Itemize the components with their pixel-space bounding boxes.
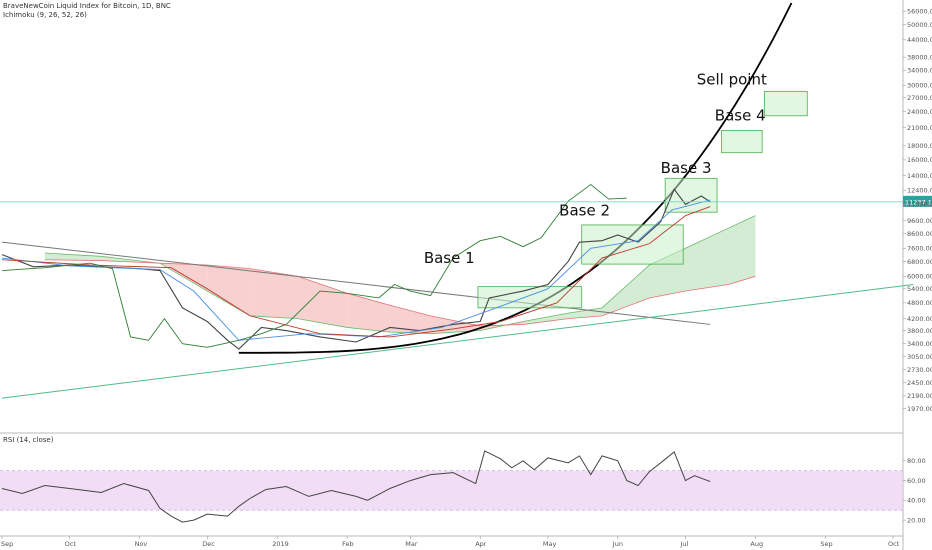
price-tick-label: 14000.00 [907, 172, 932, 180]
last-price-line: 11237.17 [0, 195, 932, 207]
time-tick-label: Mar [405, 540, 418, 548]
time-tick-label: Apr [475, 540, 487, 548]
last-price-tag-bg [903, 195, 932, 207]
ichimoku-cloud [44, 215, 756, 335]
base-box-3 [664, 177, 718, 213]
price-tick-label: 30000.00 [907, 82, 932, 90]
time-tick-label: Dec [202, 540, 215, 548]
time-tick-label: Nov [135, 540, 148, 548]
price-tick-label: 12400.00 [907, 186, 932, 194]
cloud-segment [347, 293, 390, 333]
price-tick-label: 34000.00 [907, 67, 932, 75]
price-tick-label: 3400.00 [907, 340, 932, 348]
base-box-4 [721, 130, 763, 154]
time-tick-label: 2019 [272, 540, 289, 548]
price-tick-label: 21000.00 [907, 124, 932, 132]
trendlines [1, 2, 914, 399]
series-conversion [1, 199, 711, 341]
time-tick-label: Oct [888, 540, 900, 548]
price-series [1, 183, 711, 350]
price-tick-label: 50000.00 [907, 21, 932, 29]
base-box-2 [581, 224, 684, 265]
time-axis[interactable]: Sep Oct Nov Dec 2019 Feb Mar Apr May Jun Jul Aug Sep… [1, 536, 900, 548]
price-tick-label: 11000.00 [907, 201, 932, 209]
rsi-band [0, 470, 903, 511]
cloud-segment [389, 305, 431, 334]
cloud-segment [523, 313, 569, 325]
time-tick-label: Jul [679, 540, 688, 548]
series-rsi [1, 450, 711, 523]
price-tick-label: 1970.00 [907, 405, 932, 413]
last-price-tag: 11237.17 [905, 198, 932, 206]
base-boxes [477, 90, 808, 309]
time-tick-label: Sep [1, 540, 13, 548]
price-tick-label: 6000.00 [907, 273, 932, 281]
cloud-segment [602, 264, 650, 316]
price-tick-label: 16000.00 [907, 156, 932, 164]
price-tick-label: 3800.00 [907, 327, 932, 335]
annotation-5: Sell point [697, 70, 767, 88]
price-tick-label: 3050.00 [907, 353, 932, 361]
cloud-segment [44, 253, 102, 261]
price-tick-label: 5400.00 [907, 285, 932, 293]
time-tick-label: Jun [612, 540, 623, 548]
price-tick-label: 27000.00 [907, 94, 932, 102]
cloud-segment [207, 264, 251, 316]
series-base [1, 206, 711, 338]
price-tick-label: 18000.00 [907, 142, 932, 150]
price-tick-label: 8600.00 [907, 230, 932, 238]
time-tick-label: May [543, 540, 557, 548]
price-tick-label: 2190.00 [907, 392, 932, 400]
series-lagging [1, 183, 627, 348]
price-axis[interactable]: 56000.00 50000.00 44000.00 38000.00 34000.00… [903, 7, 932, 413]
base-box-1 [477, 286, 583, 309]
price-tick-label: 24000.00 [907, 108, 932, 116]
time-tick-label: Sep [820, 540, 832, 548]
rsi-series [1, 450, 711, 523]
rsi-tick-label: 20.00 [907, 516, 926, 524]
time-tick-label: Aug [750, 540, 763, 548]
rsi-axis[interactable]: 80.00 60.00 40.00 20.00 [903, 457, 926, 524]
annotation-4: Base 4 [715, 106, 766, 124]
price-tick-label: 9600.00 [907, 217, 932, 225]
annotation-1: Base 1 [424, 249, 475, 267]
price-tick-label: 7600.00 [907, 245, 932, 253]
cloud-segment [685, 228, 729, 292]
base-box-5 [764, 90, 808, 117]
rsi-band-fill [0, 470, 903, 511]
price-tick-label: 38000.00 [907, 54, 932, 62]
chart-frame [0, 0, 904, 550]
rsi-legend: RSI (14, close) [3, 436, 54, 444]
time-tick-label: Oct [65, 540, 77, 548]
annotation-3: Base 3 [661, 159, 712, 177]
annotations: Base 1 Base 2 Base 3 Base 4 Sell point [424, 70, 767, 267]
rsi-tick-label: 60.00 [907, 477, 926, 485]
trendline-1 [1, 284, 914, 399]
price-tick-label: 6800.00 [907, 258, 932, 266]
price-tick-label: 56000.00 [907, 7, 932, 15]
price-tick-label: 4800.00 [907, 299, 932, 307]
price-tick-label: 2730.00 [907, 366, 932, 374]
chart-title: BraveNewCoin Liquid Index for Bitcoin, 1… [3, 2, 171, 10]
rsi-tick-label: 80.00 [907, 457, 926, 465]
price-tick-label: 2450.00 [907, 379, 932, 387]
cloud-segment [430, 315, 481, 334]
parabolic-curve [238, 2, 793, 354]
trendline-0 [1, 241, 711, 325]
cloud-segment [728, 215, 756, 285]
price-tick-label: 44000.00 [907, 36, 932, 44]
annotation-2: Base 2 [559, 202, 610, 220]
cloud-segment [250, 268, 298, 319]
price-tick-label: 4200.00 [907, 315, 932, 323]
time-tick-label: Feb [342, 540, 354, 548]
indicator-legend: Ichimoku (9, 26, 52, 26) [3, 11, 87, 19]
rsi-tick-label: 40.00 [907, 497, 926, 505]
